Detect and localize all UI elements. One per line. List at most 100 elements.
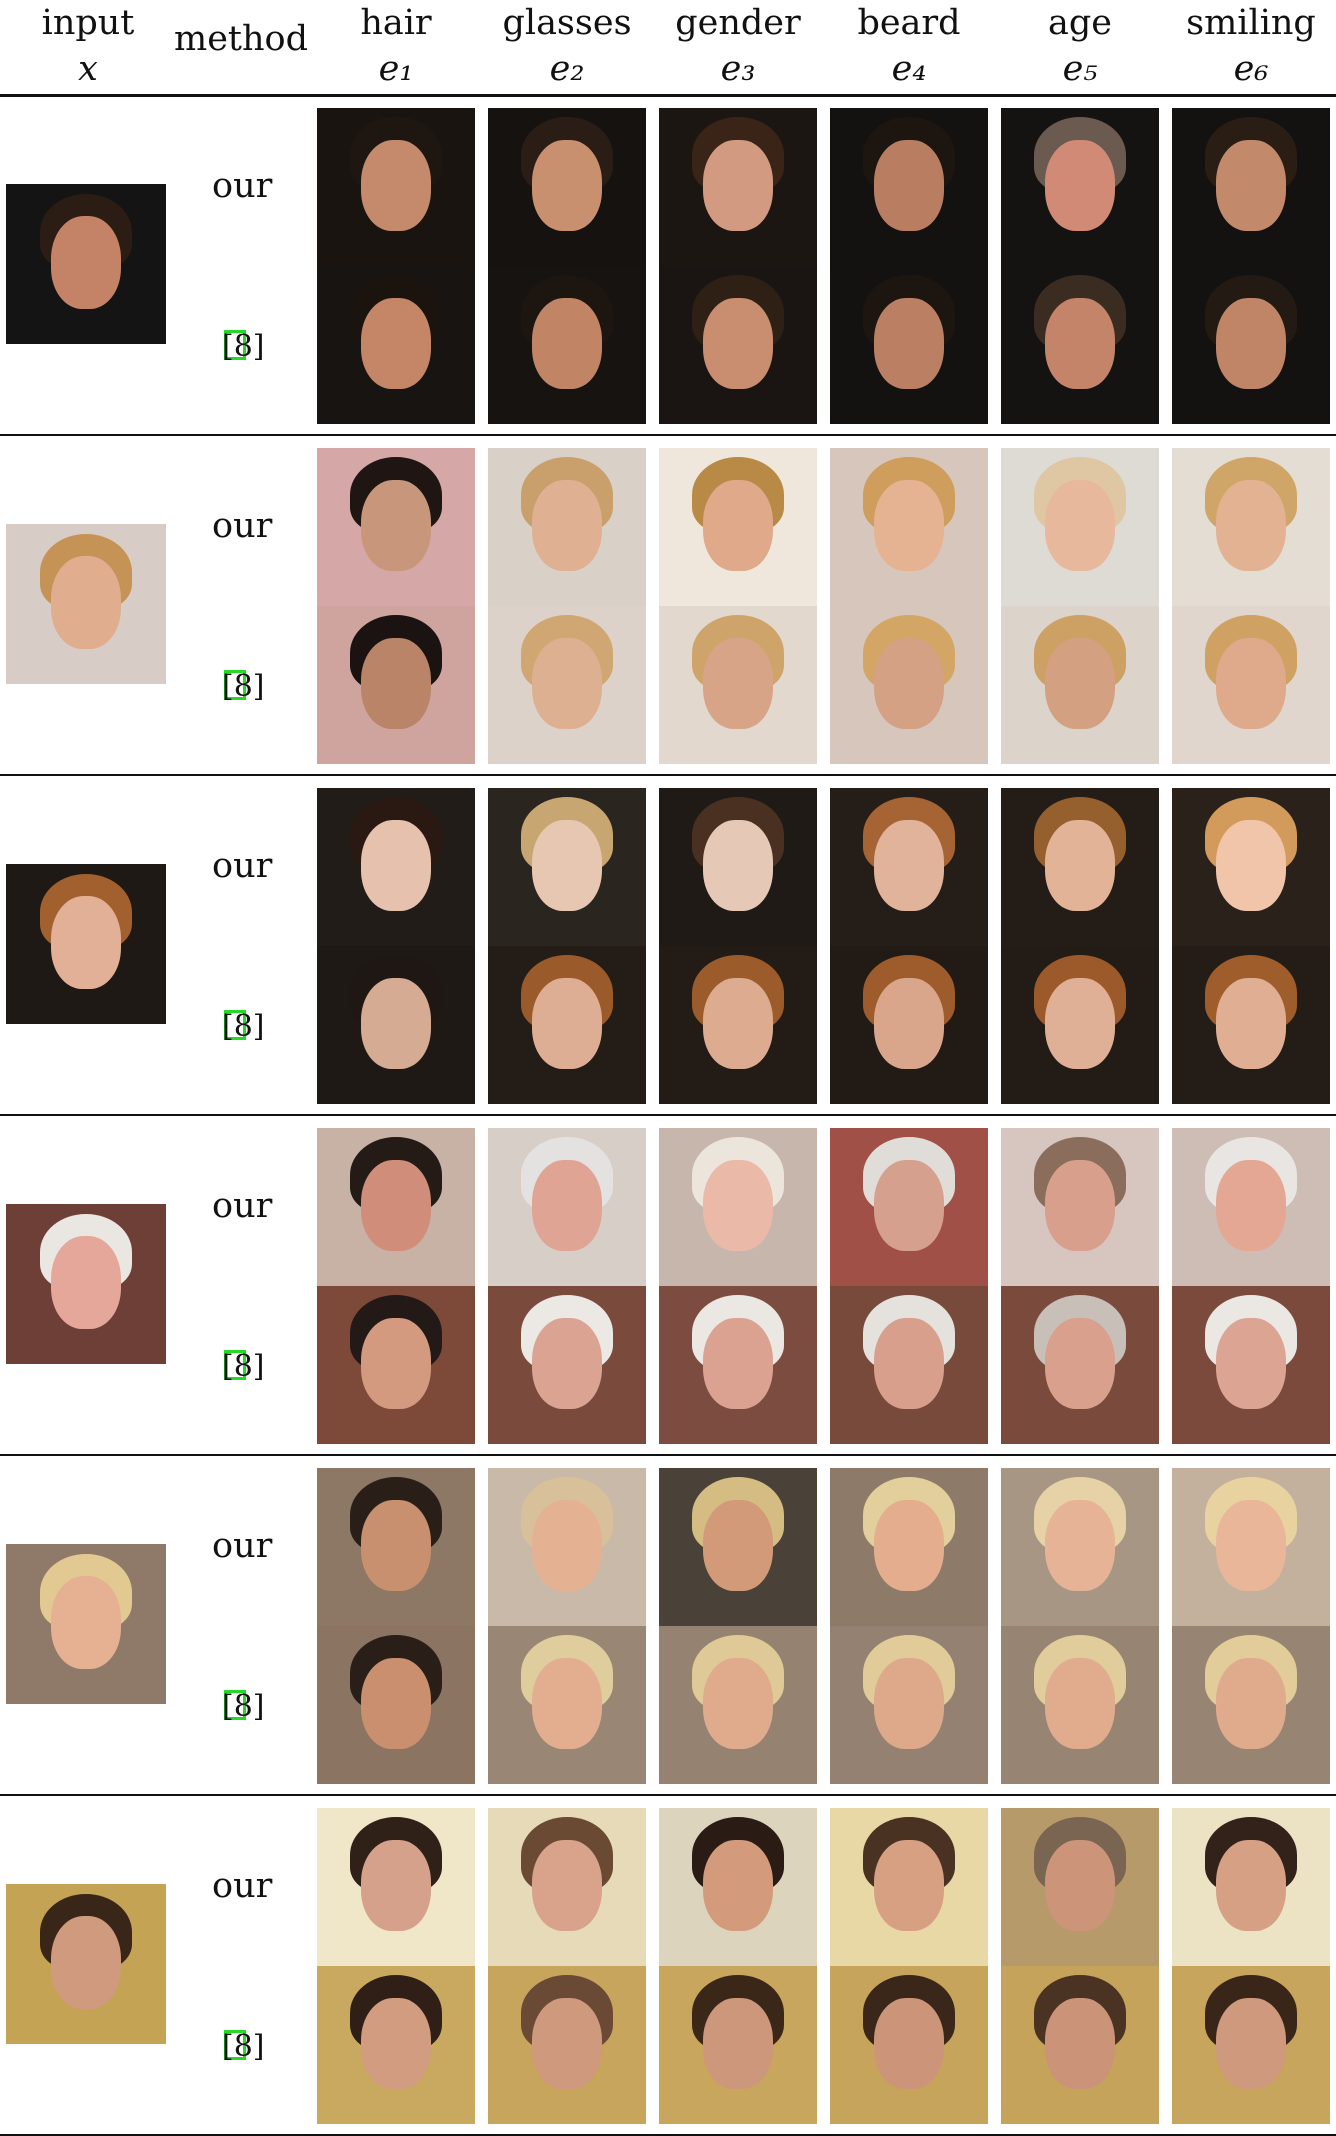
result-ours-gender — [659, 1808, 817, 1966]
result-baseline-gender — [659, 606, 817, 764]
result-ours-gender — [659, 788, 817, 946]
header-input: input x — [18, 0, 158, 92]
face-image — [830, 108, 988, 266]
result-ours-hair — [317, 1128, 475, 1286]
face-image — [1172, 1128, 1330, 1286]
method-citation-link[interactable]: [8] — [222, 1350, 265, 1384]
face-image — [659, 108, 817, 266]
face-image — [1001, 1626, 1159, 1784]
result-baseline-gender — [659, 1626, 817, 1784]
face-image — [317, 448, 475, 606]
result-ours-hair — [317, 448, 475, 606]
face-image — [6, 184, 166, 344]
input-image — [6, 864, 166, 1024]
header-attr-symbol: e₁ — [378, 49, 414, 89]
face-image — [488, 448, 646, 606]
result-baseline-hair — [317, 606, 475, 764]
face-image — [659, 1128, 817, 1286]
result-ours-age — [1001, 1468, 1159, 1626]
face-image — [6, 864, 166, 1024]
face-image — [659, 266, 817, 424]
result-ours-beard — [830, 448, 988, 606]
header-attr-name: glasses — [502, 3, 632, 43]
result-ours-glasses — [488, 1128, 646, 1286]
result-baseline-smiling — [1172, 1286, 1330, 1444]
method-citation-link[interactable]: [8] — [222, 2030, 265, 2064]
face-image — [1001, 788, 1159, 946]
header-attr-name: hair — [360, 3, 432, 43]
citation-highlight-box — [224, 1690, 246, 1720]
result-ours-glasses — [488, 788, 646, 946]
result-baseline-glasses — [488, 1966, 646, 2124]
input-image — [6, 1204, 166, 1364]
result-ours-age — [1001, 448, 1159, 606]
face-image — [317, 266, 475, 424]
face-image — [659, 946, 817, 1104]
method-label-ours: our — [212, 166, 273, 206]
face-image — [317, 1286, 475, 1444]
result-baseline-age — [1001, 606, 1159, 764]
face-image — [659, 1286, 817, 1444]
face-image — [317, 1626, 475, 1784]
face-image — [830, 606, 988, 764]
header-attr-4: age e₅ — [1001, 0, 1159, 92]
citation-text: [8] — [222, 669, 265, 704]
face-image — [488, 1286, 646, 1444]
face-image — [488, 108, 646, 266]
method-label-ours: our — [212, 1186, 273, 1226]
method-citation-link[interactable]: [8] — [222, 1010, 265, 1044]
header-input-symbol: x — [78, 49, 98, 89]
face-image — [1172, 266, 1330, 424]
face-image — [1001, 1128, 1159, 1286]
header-attr-0: hair e₁ — [317, 0, 475, 92]
face-image — [1001, 108, 1159, 266]
result-baseline-hair — [317, 1286, 475, 1444]
header-method: method — [174, 19, 308, 59]
face-image — [1172, 448, 1330, 606]
citation-highlight-box — [224, 2030, 246, 2060]
result-ours-beard — [830, 1128, 988, 1286]
result-baseline-hair — [317, 946, 475, 1104]
face-image — [317, 1468, 475, 1626]
result-ours-glasses — [488, 448, 646, 606]
header-input-label: input — [41, 3, 135, 43]
face-image — [1172, 946, 1330, 1104]
result-baseline-smiling — [1172, 266, 1330, 424]
face-image — [1172, 1468, 1330, 1626]
face-image — [6, 524, 166, 684]
face-image — [1001, 1966, 1159, 2124]
face-image — [488, 606, 646, 764]
result-baseline-age — [1001, 946, 1159, 1104]
result-ours-hair — [317, 1468, 475, 1626]
face-image — [1001, 946, 1159, 1104]
result-baseline-hair — [317, 1626, 475, 1784]
method-citation-link[interactable]: [8] — [222, 670, 265, 704]
result-baseline-age — [1001, 1626, 1159, 1784]
result-baseline-glasses — [488, 266, 646, 424]
result-ours-gender — [659, 1468, 817, 1626]
method-label-ours: our — [212, 1866, 273, 1906]
citation-highlight-box — [224, 330, 246, 360]
result-ours-hair — [317, 788, 475, 946]
face-image — [830, 1286, 988, 1444]
result-ours-gender — [659, 448, 817, 606]
method-citation-link[interactable]: [8] — [222, 330, 265, 364]
method-citation-link[interactable]: [8] — [222, 1690, 265, 1724]
face-image — [1172, 1286, 1330, 1444]
result-ours-beard — [830, 788, 988, 946]
face-image — [1001, 1808, 1159, 1966]
face-image — [488, 946, 646, 1104]
result-baseline-hair — [317, 1966, 475, 2124]
header-attr-name: beard — [857, 3, 961, 43]
face-image — [830, 1966, 988, 2124]
face-image — [830, 266, 988, 424]
input-image — [6, 1884, 166, 2044]
header-attr-symbol: e₆ — [1233, 49, 1269, 89]
result-baseline-age — [1001, 1966, 1159, 2124]
citation-highlight-box — [224, 1010, 246, 1040]
face-image — [1172, 606, 1330, 764]
face-image — [1001, 606, 1159, 764]
header-attr-5: smiling e₆ — [1172, 0, 1330, 92]
result-baseline-glasses — [488, 1626, 646, 1784]
result-ours-glasses — [488, 1468, 646, 1626]
